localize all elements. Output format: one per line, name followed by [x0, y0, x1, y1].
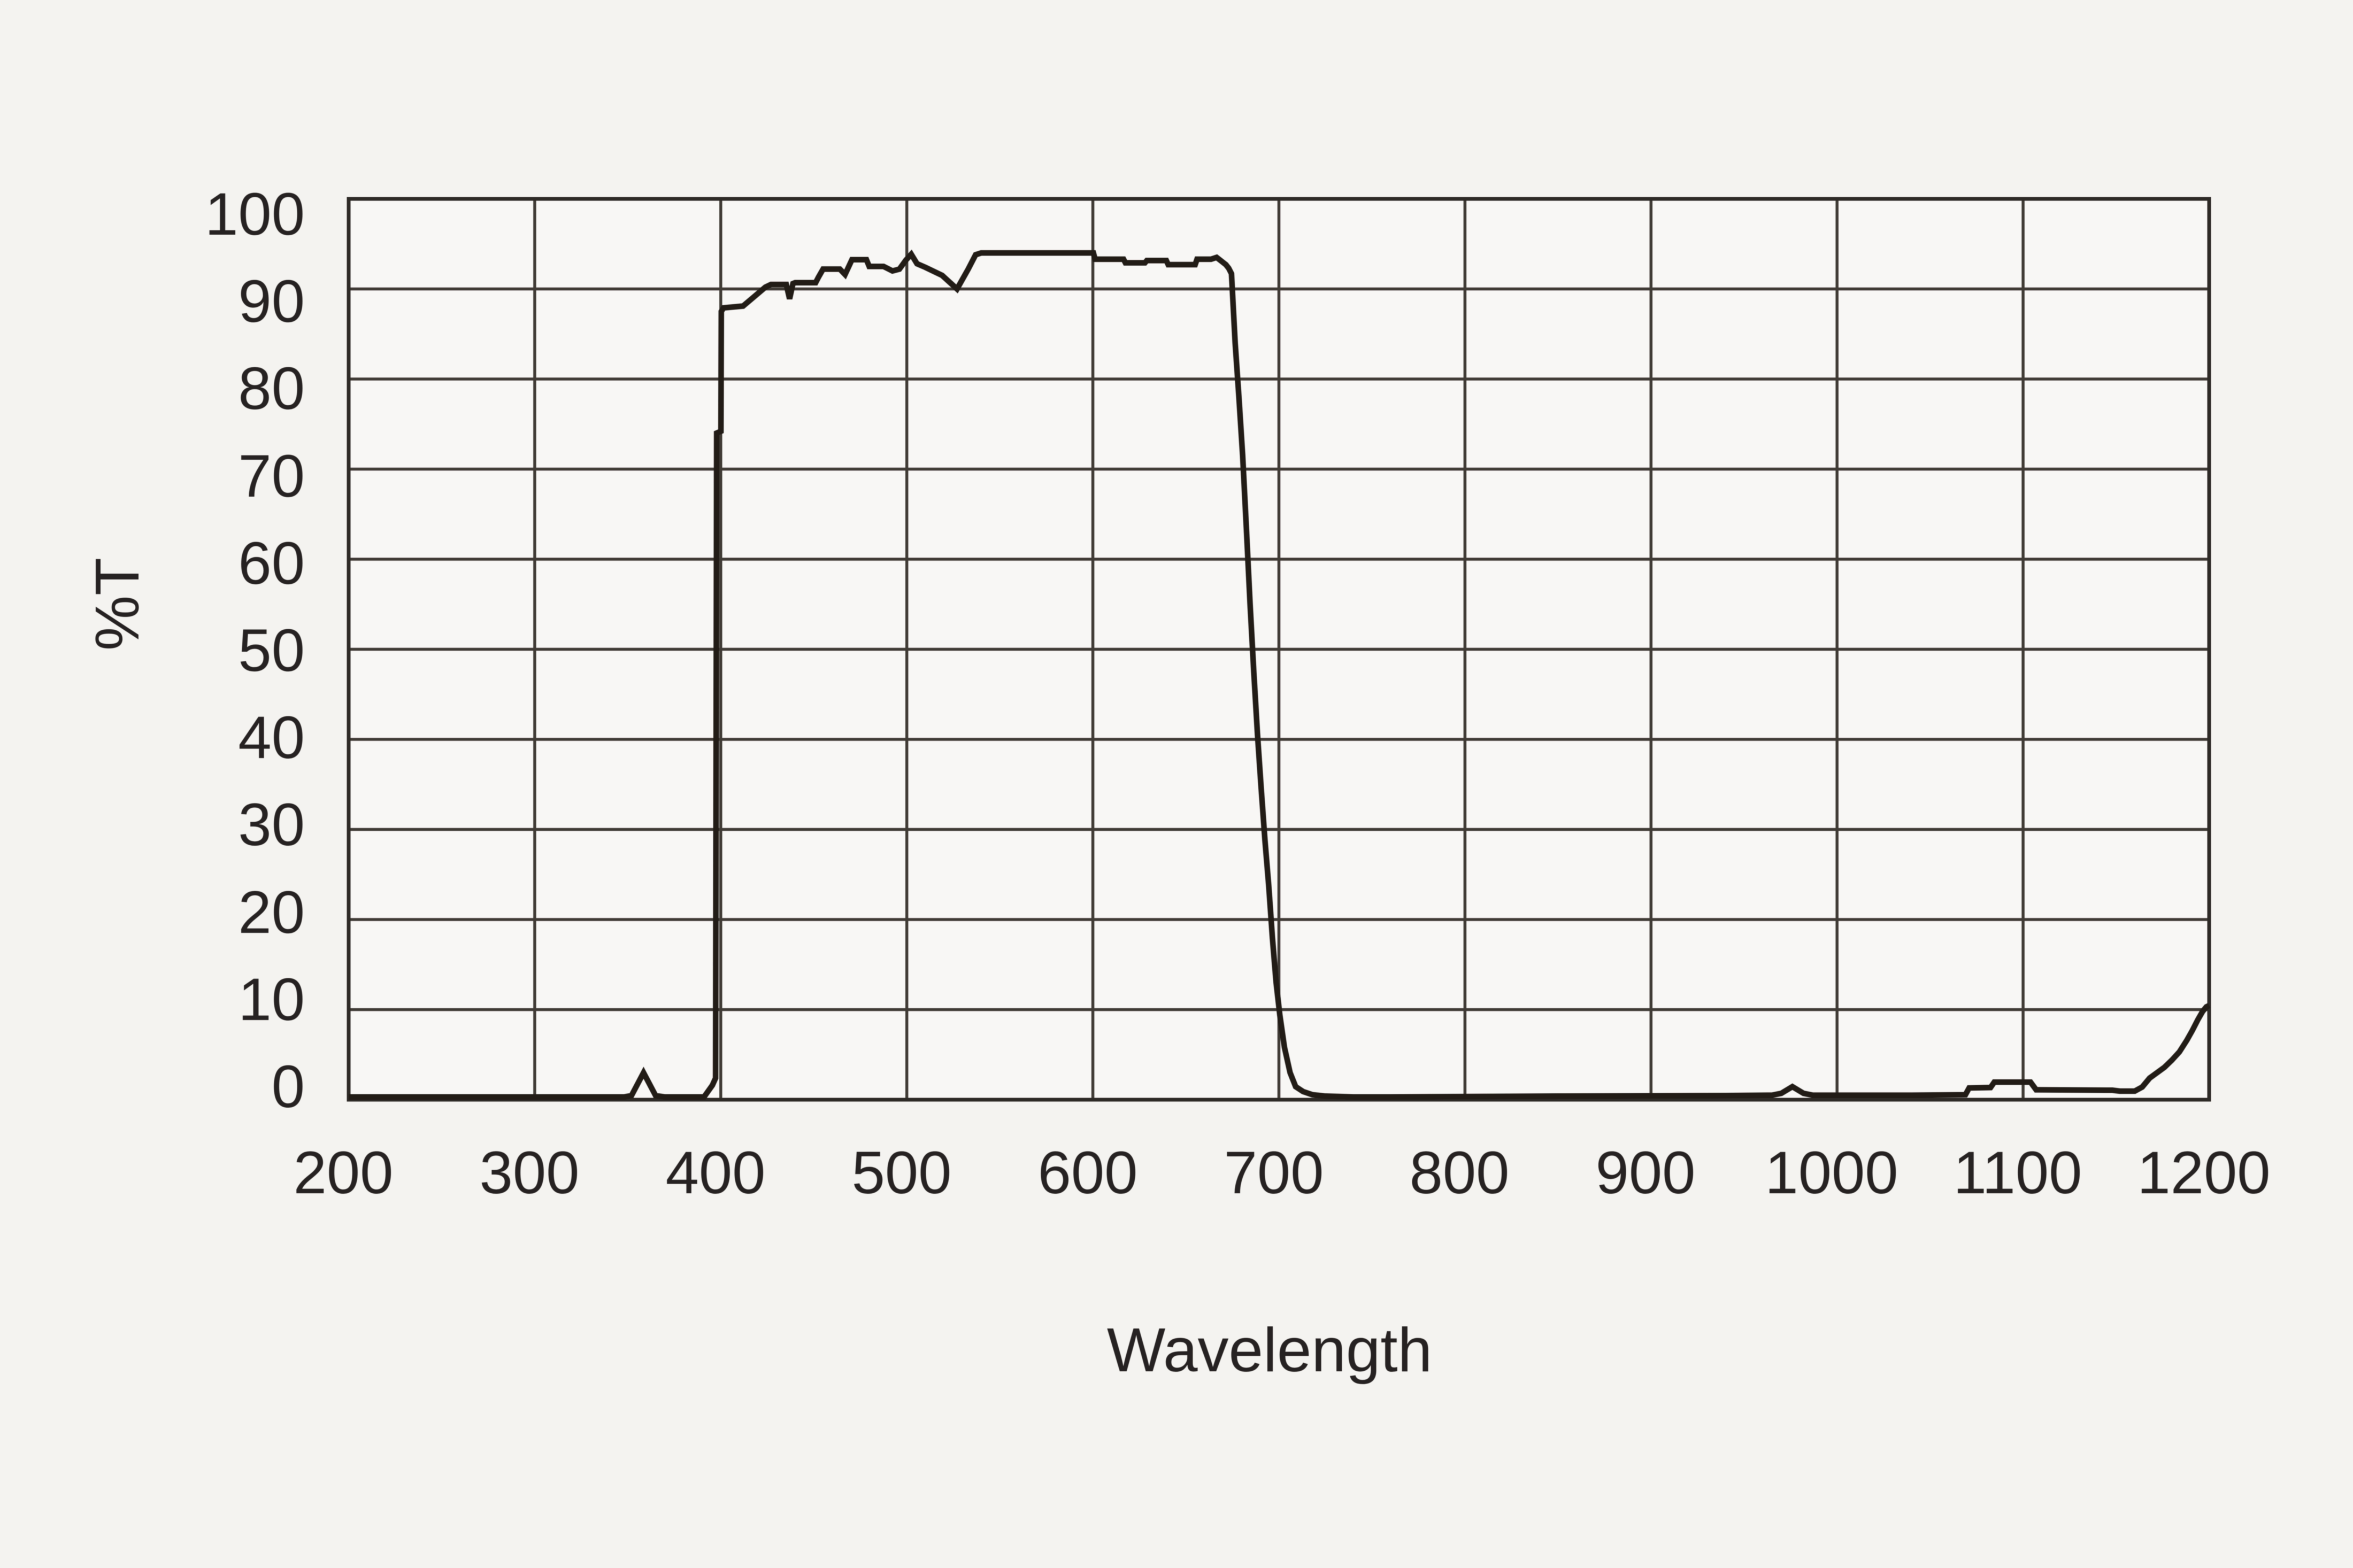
svg-text:Wavelength: Wavelength [1107, 1315, 1432, 1385]
svg-text:60: 60 [238, 530, 305, 597]
svg-text:1200: 1200 [2137, 1139, 2270, 1206]
svg-text:400: 400 [666, 1139, 766, 1206]
svg-text:1000: 1000 [1765, 1139, 1898, 1206]
svg-text:80: 80 [238, 355, 305, 422]
svg-text:300: 300 [480, 1139, 580, 1206]
svg-text:20: 20 [238, 879, 305, 946]
svg-text:%T: %T [82, 558, 152, 651]
svg-text:100: 100 [205, 181, 305, 248]
svg-text:40: 40 [238, 704, 305, 771]
svg-text:1100: 1100 [1954, 1139, 2082, 1206]
svg-text:90: 90 [238, 268, 305, 335]
svg-text:50: 50 [238, 617, 305, 684]
svg-text:800: 800 [1410, 1139, 1510, 1206]
svg-text:10: 10 [238, 966, 305, 1033]
svg-text:900: 900 [1596, 1139, 1696, 1206]
svg-text:70: 70 [238, 443, 305, 509]
svg-text:30: 30 [238, 791, 305, 858]
svg-text:700: 700 [1224, 1139, 1324, 1206]
svg-text:0: 0 [272, 1053, 305, 1120]
svg-text:600: 600 [1038, 1139, 1138, 1206]
svg-text:500: 500 [852, 1139, 952, 1206]
svg-text:200: 200 [294, 1139, 394, 1206]
